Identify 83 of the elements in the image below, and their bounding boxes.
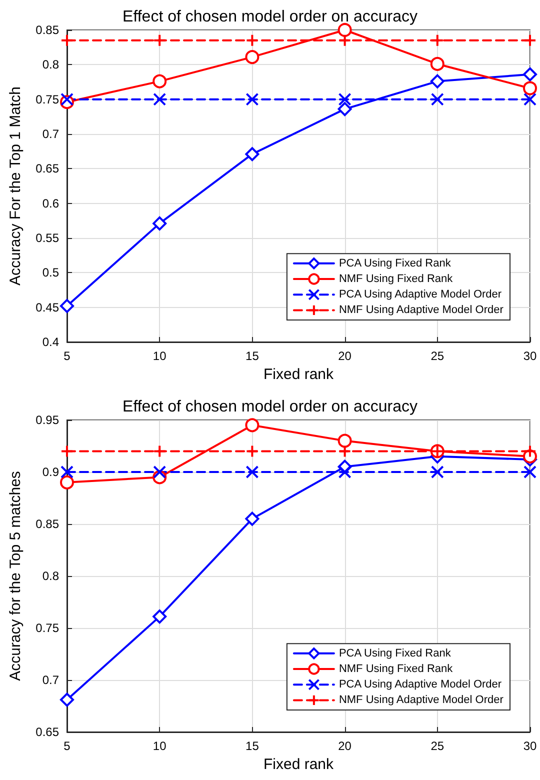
- y-tick-label: 0.7: [42, 673, 60, 687]
- point: [524, 466, 536, 478]
- point: [524, 34, 536, 47]
- point: [430, 74, 444, 88]
- y-tick-label: 0.4: [42, 335, 60, 349]
- x-tick-label: 20: [338, 739, 352, 753]
- x-tick-label: 30: [523, 349, 537, 363]
- point: [245, 147, 260, 162]
- legend-label: PCA Using Adaptive Model Order: [338, 678, 502, 691]
- x-tick-label: 20: [338, 349, 352, 363]
- point: [524, 444, 536, 458]
- y-tick-label: 0.8: [42, 569, 60, 583]
- point: [338, 466, 352, 478]
- x-axis-title: Fixed rank: [263, 756, 334, 773]
- x-tick-label: 10: [152, 349, 167, 363]
- point: [60, 298, 74, 313]
- legend-label: PCA Using Fixed Rank: [338, 647, 452, 660]
- y-tick-label: 0.55: [36, 231, 60, 245]
- point: [338, 92, 352, 106]
- point: [153, 34, 166, 47]
- point: [338, 23, 352, 37]
- chart-title: Effect of chosen model order on accuracy: [122, 398, 418, 416]
- y-tick-label: 0.75: [36, 621, 60, 635]
- x-tick-label: 30: [523, 739, 537, 753]
- y-tick-label: 0.6: [42, 196, 60, 210]
- x-tick-label: 15: [246, 739, 260, 753]
- x-tick-label: 10: [152, 739, 167, 753]
- point: [246, 92, 259, 106]
- x-tick-label: 5: [64, 349, 71, 363]
- point: [246, 466, 259, 478]
- point: [523, 81, 537, 96]
- y-tick-label: 0.85: [36, 23, 60, 37]
- point: [153, 444, 166, 458]
- point: [60, 34, 74, 47]
- legend-label: NMF Using Adaptive Model Order: [338, 304, 504, 316]
- y-tick-label: 0.65: [36, 162, 60, 176]
- y-tick-label: 0.65: [36, 725, 60, 739]
- point: [152, 216, 167, 230]
- y-tick-label: 0.75: [36, 92, 60, 106]
- point: [152, 74, 167, 88]
- y-axis-title: Accuracy for the Top 5 matches: [7, 471, 24, 681]
- y-tick-label: 0.85: [36, 517, 60, 531]
- legend-label: NMF Using Fixed Rank: [338, 273, 454, 285]
- y-tick-label: 0.45: [36, 300, 60, 314]
- point: [60, 92, 74, 106]
- x-tick-label: 15: [246, 349, 260, 363]
- point: [245, 50, 260, 64]
- chart-title: Effect of chosen model order on accuracy: [122, 8, 418, 26]
- x-tick-label: 25: [430, 349, 444, 363]
- point: [246, 34, 259, 47]
- point: [60, 444, 74, 458]
- point: [152, 610, 167, 624]
- point: [338, 102, 352, 116]
- point: [524, 92, 536, 106]
- point: [245, 512, 260, 526]
- point: [430, 92, 444, 106]
- point: [60, 692, 74, 707]
- x-axis-title: Fixed rank: [263, 366, 334, 383]
- x-tick-label: 25: [430, 739, 444, 753]
- point: [338, 444, 352, 458]
- point: [60, 475, 74, 490]
- legend-label: NMF Using Adaptive Model Order: [338, 694, 504, 706]
- y-tick-label: 0.9: [42, 465, 60, 479]
- point: [430, 56, 444, 71]
- legend-label: PCA Using Adaptive Model Order: [338, 288, 502, 301]
- point: [430, 466, 444, 478]
- point: [430, 34, 444, 47]
- y-tick-label: 0.95: [36, 413, 60, 427]
- point: [245, 418, 260, 432]
- y-tick-label: 0.5: [42, 266, 60, 280]
- point: [153, 466, 166, 478]
- x-tick-label: 5: [64, 739, 71, 753]
- legend-label: PCA Using Fixed Rank: [338, 257, 452, 270]
- y-axis-title: Accuracy For the Top 1 Match: [7, 86, 24, 286]
- point: [153, 92, 166, 106]
- point: [523, 67, 537, 82]
- point: [60, 466, 74, 478]
- point: [338, 34, 352, 47]
- point: [246, 444, 259, 458]
- y-tick-label: 0.8: [42, 58, 60, 72]
- y-tick-label: 0.7: [42, 127, 60, 141]
- point: [338, 434, 352, 448]
- legend-label: NMF Using Fixed Rank: [338, 663, 454, 675]
